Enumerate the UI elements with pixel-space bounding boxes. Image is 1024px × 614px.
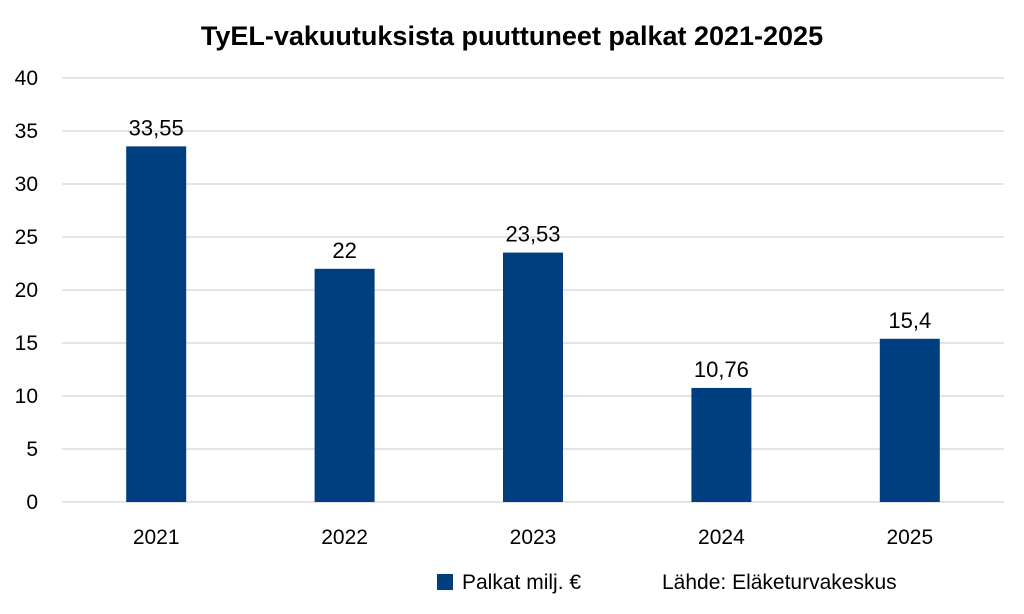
x-tick-label-2022: 2022 (321, 526, 368, 549)
data-labels: 33,55 22 23,53 10,76 15,4 (129, 115, 932, 382)
chart-title: TyEL-vakuutuksista puuttuneet palkat 202… (201, 21, 823, 51)
data-label-2025: 15,4 (888, 308, 931, 333)
bar-2025 (879, 338, 940, 502)
legend-swatch (437, 574, 453, 590)
source-note: Lähde: Eläketurvakeskus (662, 571, 897, 594)
y-tick-label-15: 15 (15, 332, 38, 355)
y-axis-ticks: 0 5 10 15 20 25 30 35 40 (15, 67, 38, 514)
bar-2023 (503, 252, 563, 502)
y-tick-label-40: 40 (15, 67, 38, 90)
y-tick-label-25: 25 (15, 226, 38, 249)
x-axis-ticks: 2021 2022 2023 2024 2025 (133, 526, 933, 549)
bar-2022 (314, 268, 375, 502)
data-label-2024: 10,76 (694, 357, 749, 382)
y-tick-label-35: 35 (15, 120, 38, 143)
legend: Palkat milj. € (437, 571, 581, 594)
x-tick-label-2024: 2024 (698, 526, 745, 549)
x-tick-label-2025: 2025 (886, 526, 933, 549)
bar-2024 (691, 387, 752, 502)
data-label-2021: 33,55 (129, 115, 184, 140)
y-tick-label-30: 30 (15, 173, 38, 196)
x-tick-label-2021: 2021 (133, 526, 180, 549)
bar-2021 (126, 146, 187, 502)
y-tick-label-5: 5 (26, 438, 38, 461)
bars (126, 146, 940, 502)
data-label-2023: 23,53 (505, 222, 560, 247)
x-tick-label-2023: 2023 (510, 526, 557, 549)
legend-label: Palkat milj. € (462, 571, 581, 594)
data-label-2022: 22 (332, 238, 356, 263)
y-tick-label-0: 0 (26, 491, 38, 514)
y-tick-label-20: 20 (15, 279, 38, 302)
y-tick-label-10: 10 (15, 385, 38, 408)
